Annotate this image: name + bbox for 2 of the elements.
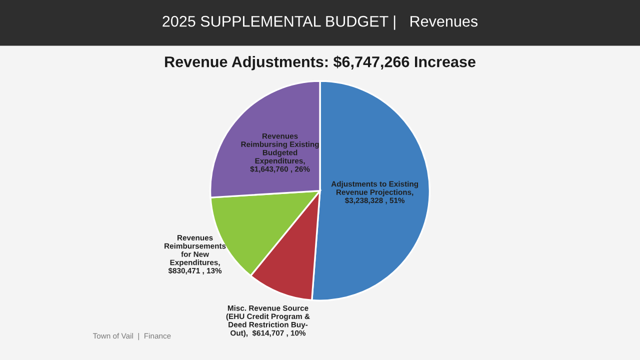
chart-title: 2025 SUPPLEMENTAL BUDGET | Revenues — [162, 16, 478, 30]
chart-subtitle: Revenue Adjustments: $6,747,266 Increase — [165, 56, 476, 70]
